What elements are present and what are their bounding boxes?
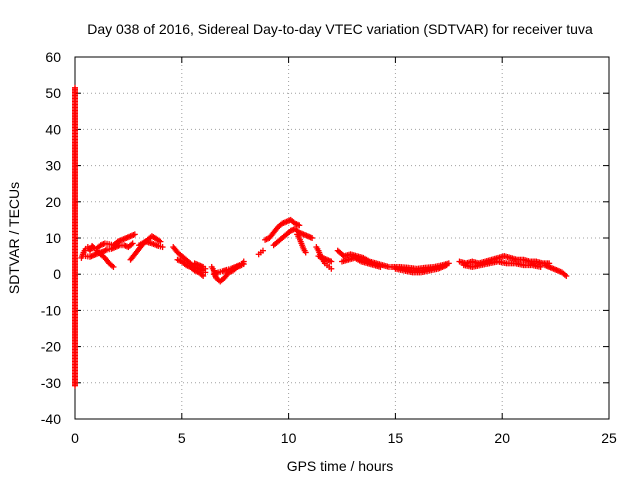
data-point	[512, 260, 525, 268]
data-point	[178, 258, 188, 267]
x-axis-label: GPS time / hours	[287, 458, 394, 474]
y-tick-label: -40	[41, 411, 61, 427]
data-point	[200, 273, 207, 280]
data-point	[494, 258, 508, 266]
data-point	[283, 228, 293, 238]
y-tick-label: 20	[45, 194, 61, 210]
data-point	[302, 249, 309, 256]
chart-title: Day 038 of 2016, Sidereal Day-to-day VTE…	[87, 21, 593, 37]
data-point	[563, 273, 570, 280]
data-point	[296, 235, 304, 245]
data-point	[477, 260, 491, 269]
data-point	[178, 253, 188, 262]
data-point	[328, 265, 335, 272]
y-tick-labels: -40 -30 -20 -10 0 10 20 30 40 50 60	[41, 49, 61, 427]
y-axis-label: SDTVAR / TECUs	[6, 182, 22, 294]
y-tick-label: 40	[45, 121, 61, 137]
data-points	[72, 84, 570, 389]
data-point	[208, 263, 216, 272]
data-point	[72, 84, 78, 148]
data-point	[279, 232, 289, 241]
grid-lines	[75, 57, 609, 419]
data-point	[328, 258, 335, 265]
x-tick-labels: 0 5 10 15 20 25	[71, 430, 617, 446]
data-point	[221, 270, 231, 281]
data-point	[159, 244, 166, 251]
data-point	[262, 235, 271, 243]
data-point	[131, 231, 138, 238]
y-tick-label: 0	[53, 266, 61, 282]
data-point	[202, 265, 209, 272]
data-point	[358, 258, 370, 266]
data-point	[121, 242, 130, 250]
x-tick-label: 10	[281, 430, 297, 446]
y-tick-label: -30	[41, 375, 61, 391]
data-point	[110, 263, 117, 270]
data-point	[351, 254, 363, 264]
data-point	[112, 242, 122, 251]
data-point	[309, 235, 316, 241]
x-tick-label: 20	[494, 430, 510, 446]
y-tick-label: 50	[45, 85, 61, 101]
data-point	[435, 262, 449, 272]
data-point	[123, 233, 133, 241]
data-point	[298, 240, 306, 251]
x-tick-label: 25	[601, 430, 617, 446]
data-point	[486, 258, 500, 267]
data-point	[72, 142, 78, 209]
x-tick-label: 0	[71, 430, 79, 446]
data-point	[136, 239, 147, 249]
data-point	[559, 269, 568, 278]
x-tick-label: 15	[388, 430, 404, 446]
data-point	[259, 247, 266, 254]
data-point	[125, 241, 135, 251]
y-tick-label: 30	[45, 158, 61, 174]
data-point	[72, 204, 78, 388]
data-point	[400, 267, 414, 276]
y-tick-label: -20	[41, 339, 61, 355]
data-point	[72, 382, 78, 389]
data-point	[296, 222, 303, 229]
y-tick-label: 60	[45, 49, 61, 65]
data-point	[379, 262, 391, 270]
x-tick-label: 5	[178, 430, 186, 446]
data-point	[240, 261, 247, 268]
data-point	[129, 240, 136, 247]
data-point	[537, 263, 544, 270]
data-point	[377, 263, 384, 270]
data-point	[371, 262, 382, 270]
y-tick-label: -10	[41, 302, 61, 318]
y-tick-label: 10	[45, 230, 61, 246]
data-point	[443, 262, 450, 269]
